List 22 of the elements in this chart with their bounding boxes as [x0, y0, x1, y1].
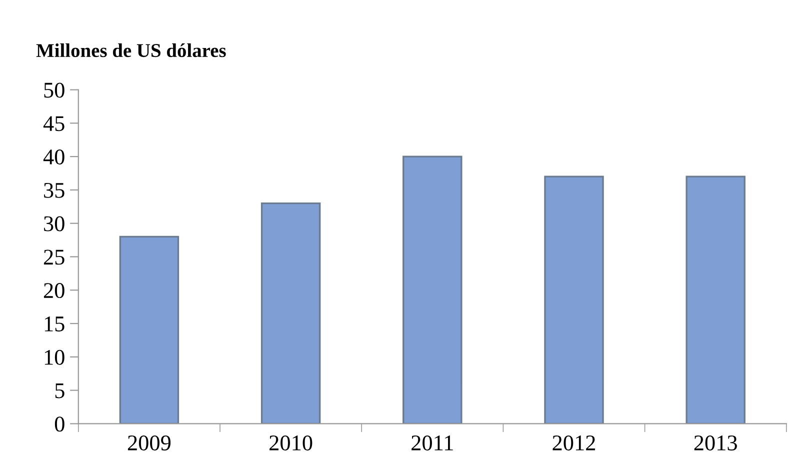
y-tick-label: 35 — [44, 182, 64, 198]
bar — [686, 176, 746, 424]
bar — [544, 176, 604, 424]
y-tick-label: 10 — [44, 350, 64, 365]
x-tick-label: 2013 — [694, 435, 737, 450]
y-tick-label: 20 — [44, 283, 64, 298]
x-tick-label: 2010 — [270, 435, 312, 450]
y-tick-label: 50 — [44, 82, 64, 98]
bar — [260, 202, 321, 424]
y-tick-label: 45 — [43, 116, 64, 132]
x-tick-label: 2011 — [412, 435, 453, 450]
x-tick-label: 2012 — [552, 435, 595, 450]
y-tick-label: 40 — [43, 149, 64, 164]
y-tick-label: 25 — [44, 250, 64, 265]
bar — [119, 236, 180, 424]
y-tick-label: 0 — [54, 416, 64, 432]
y-tick-label: 5 — [55, 383, 64, 398]
y-tick-label: 15 — [44, 316, 64, 332]
x-tick-label: 2009 — [128, 435, 171, 450]
y-tick-label: 30 — [44, 216, 64, 232]
bar — [402, 156, 462, 424]
chart-title: Millones de US dólares — [36, 43, 226, 58]
